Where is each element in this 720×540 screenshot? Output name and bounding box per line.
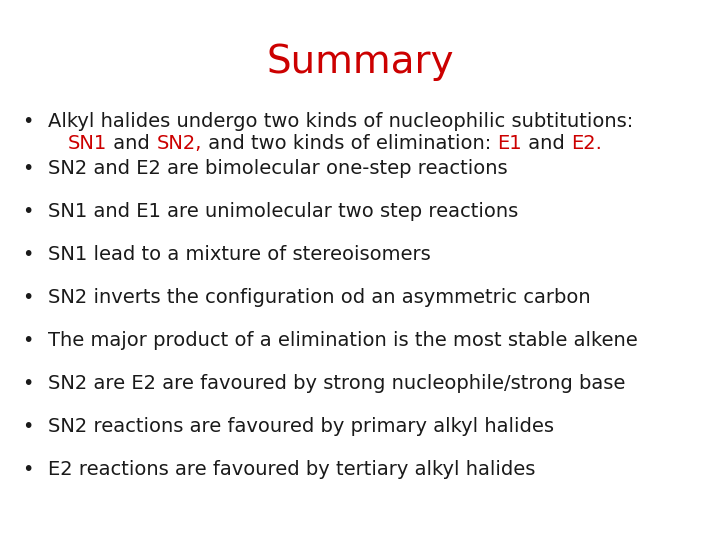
Text: •: • [22,112,34,131]
Text: E2 reactions are favoured by tertiary alkyl halides: E2 reactions are favoured by tertiary al… [48,460,536,479]
Text: and: and [107,134,156,153]
Text: •: • [22,245,34,264]
Text: SN1 and E1 are unimolecular two step reactions: SN1 and E1 are unimolecular two step rea… [48,202,518,221]
Text: SN2 are E2 are favoured by strong nucleophile/strong base: SN2 are E2 are favoured by strong nucleo… [48,374,626,393]
Text: •: • [22,202,34,221]
Text: The major product of a elimination is the most stable alkene: The major product of a elimination is th… [48,331,638,350]
Text: SN2 inverts the configuration od an asymmetric carbon: SN2 inverts the configuration od an asym… [48,288,590,307]
Text: Summary: Summary [266,43,454,81]
Text: SN1 lead to a mixture of stereoisomers: SN1 lead to a mixture of stereoisomers [48,245,431,264]
Text: E2.: E2. [571,134,602,153]
Text: and: and [522,134,571,153]
Text: and two kinds of elimination:: and two kinds of elimination: [202,134,497,153]
Text: SN1: SN1 [68,134,107,153]
Text: SN2 and E2 are bimolecular one-step reactions: SN2 and E2 are bimolecular one-step reac… [48,159,508,178]
Text: •: • [22,288,34,307]
Text: SN2 reactions are favoured by primary alkyl halides: SN2 reactions are favoured by primary al… [48,417,554,436]
Text: •: • [22,374,34,393]
Text: E1: E1 [497,134,522,153]
Text: •: • [22,159,34,178]
Text: Alkyl halides undergo two kinds of nucleophilic subtitutions:: Alkyl halides undergo two kinds of nucle… [48,112,634,131]
Text: •: • [22,460,34,479]
Text: •: • [22,417,34,436]
Text: •: • [22,331,34,350]
Text: SN2,: SN2, [156,134,202,153]
